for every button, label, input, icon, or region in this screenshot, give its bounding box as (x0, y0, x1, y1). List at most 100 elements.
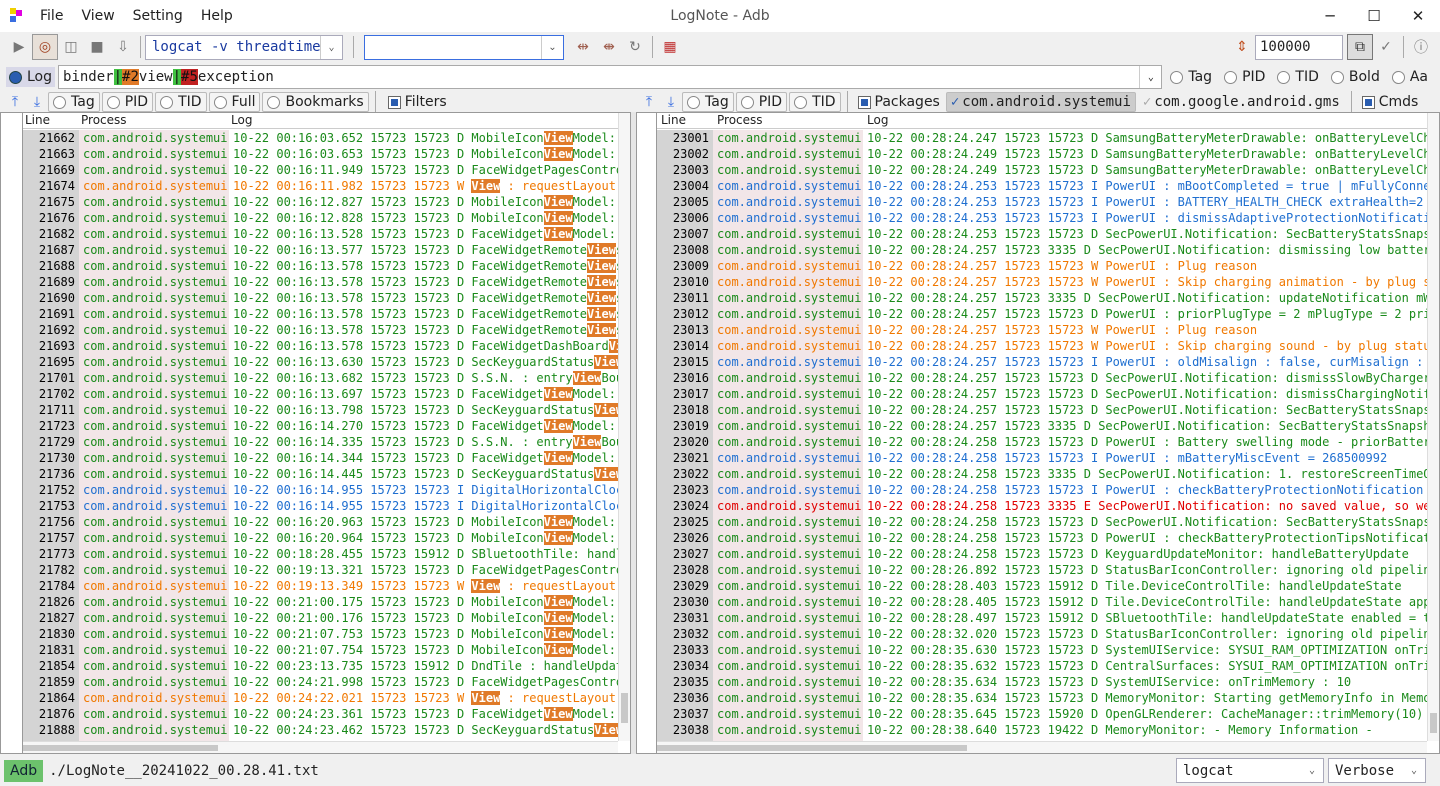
log-row[interactable]: 23036 com.android.systemui 10-22 00:28:35.… (657, 690, 1439, 706)
package-gms-button[interactable]: ✓ com.google.android.gms (1142, 94, 1340, 110)
save-icon[interactable]: ⇩ (117, 39, 129, 55)
log-row[interactable]: 21692 com.android.systemui 10-22 00:16:13.… (23, 322, 630, 338)
package-systemui-button[interactable]: ✓ com.android.systemui (945, 92, 1136, 112)
log-row[interactable]: 23020 com.android.systemui 10-22 00:28:24.… (657, 434, 1439, 450)
right-pid-button[interactable]: PID (735, 92, 788, 112)
log-row[interactable]: 21723 com.android.systemui 10-22 00:16:14.… (23, 418, 630, 434)
log-row[interactable]: 23035 com.android.systemui 10-22 00:28:35.… (657, 674, 1439, 690)
log-row[interactable]: 21736 com.android.systemui 10-22 00:16:14.… (23, 466, 630, 482)
log-row[interactable]: 23005 com.android.systemui 10-22 00:28:24.… (657, 194, 1439, 210)
log-row[interactable]: 21730 com.android.systemui 10-22 00:16:14.… (23, 450, 630, 466)
scroll-top-icon[interactable]: ⤒ (645, 94, 653, 110)
log-row[interactable]: 21691 com.android.systemui 10-22 00:16:13.… (23, 306, 630, 322)
log-row[interactable]: 23027 com.android.systemui 10-22 00:28:24.… (657, 546, 1439, 562)
log-row[interactable]: 21690 com.android.systemui 10-22 00:16:13.… (23, 290, 630, 306)
chevron-down-icon[interactable]: ⌄ (320, 35, 342, 59)
left-pid-button[interactable]: PID (101, 92, 154, 112)
log-row[interactable]: 21854 com.android.systemui 10-22 00:23:13.… (23, 658, 630, 674)
left-full-button[interactable]: Full (208, 92, 261, 112)
menu-help[interactable]: Help (200, 8, 233, 24)
log-filter-toggle[interactable]: Log (6, 67, 56, 87)
log-row[interactable]: 21782 com.android.systemui 10-22 00:19:13.… (23, 562, 630, 578)
log-row[interactable]: 23017 com.android.systemui 10-22 00:28:24.… (657, 386, 1439, 402)
log-row[interactable]: 21859 com.android.systemui 10-22 00:24:21.… (23, 674, 630, 690)
log-row[interactable]: 21784 com.android.systemui 10-22 00:19:13.… (23, 578, 630, 594)
left-bookmarks-button[interactable]: Bookmarks (262, 92, 369, 112)
log-row[interactable]: 21830 com.android.systemui 10-22 00:21:07.… (23, 626, 630, 642)
log-row[interactable]: 23011 com.android.systemui 10-22 00:28:24.… (657, 290, 1439, 306)
log-row[interactable]: 23006 com.android.systemui 10-22 00:28:24.… (657, 210, 1439, 226)
log-row[interactable]: 21695 com.android.systemui 10-22 00:16:13.… (23, 354, 630, 370)
filters-checkbox[interactable]: Filters (387, 94, 447, 110)
log-row[interactable]: 23007 com.android.systemui 10-22 00:28:24.… (657, 226, 1439, 242)
left-log-pane[interactable]: Line Process Log 21662 com.android.system… (22, 112, 631, 754)
log-row[interactable]: 23014 com.android.systemui 10-22 00:28:24.… (657, 338, 1439, 354)
log-row[interactable]: 21876 com.android.systemui 10-22 00:24:23.… (23, 706, 630, 722)
log-row[interactable]: 21711 com.android.systemui 10-22 00:16:13.… (23, 402, 630, 418)
log-row[interactable]: 21773 com.android.systemui 10-22 00:18:28.… (23, 546, 630, 562)
log-level-select[interactable]: Verbose ⌄ (1328, 758, 1426, 783)
log-radio-icon[interactable] (9, 70, 22, 84)
connect-icon[interactable]: ⇹ (577, 39, 589, 55)
column-process[interactable]: Process (81, 113, 127, 127)
log-row[interactable]: 23029 com.android.systemui 10-22 00:28:28.… (657, 578, 1439, 594)
right-log-pane[interactable]: Line Process Log 23001 com.android.system… (656, 112, 1440, 754)
pane-splitter[interactable] (631, 112, 636, 754)
refresh-icon[interactable]: ↻ (629, 39, 641, 55)
log-row[interactable]: 23015 com.android.systemui 10-22 00:28:24.… (657, 354, 1439, 370)
log-row[interactable]: 23038 com.android.systemui 10-22 00:28:38.… (657, 722, 1439, 738)
column-log[interactable]: Log (867, 113, 889, 127)
log-row[interactable]: 21888 com.android.systemui 10-22 00:24:23.… (23, 722, 630, 738)
chevron-down-icon[interactable]: ⌄ (1410, 765, 1418, 776)
option-tag[interactable]: Tag (1170, 69, 1212, 85)
log-row[interactable]: 23033 com.android.systemui 10-22 00:28:35.… (657, 642, 1439, 658)
log-row[interactable]: 21676 com.android.systemui 10-22 00:16:12.… (23, 210, 630, 226)
log-row[interactable]: 23021 com.android.systemui 10-22 00:28:24.… (657, 450, 1439, 466)
log-row[interactable]: 23004 com.android.systemui 10-22 00:28:24.… (657, 178, 1439, 194)
max-lines-input[interactable]: 100000 (1255, 34, 1343, 60)
log-row[interactable]: 23034 com.android.systemui 10-22 00:28:35.… (657, 658, 1439, 674)
chevron-down-icon[interactable]: ⌄ (1139, 66, 1161, 88)
log-row[interactable]: 23018 com.android.systemui 10-22 00:28:24.… (657, 402, 1439, 418)
command-combo[interactable]: logcat -v threadtime ⌄ (145, 34, 343, 60)
left-horizontal-scrollbar[interactable] (23, 741, 618, 753)
device-combo[interactable]: ⌄ (364, 34, 564, 60)
log-row[interactable]: 21729 com.android.systemui 10-22 00:16:14.… (23, 434, 630, 450)
log-row[interactable]: 21669 com.android.systemui 10-22 00:16:11.… (23, 162, 630, 178)
column-line[interactable]: Line (25, 113, 51, 127)
log-row[interactable]: 23026 com.android.systemui 10-22 00:28:24.… (657, 530, 1439, 546)
packages-checkbox[interactable]: Packages (857, 94, 940, 110)
option-bold[interactable]: Bold (1330, 69, 1380, 85)
scroll-bottom-icon[interactable]: ⤓ (33, 94, 41, 110)
log-row[interactable]: 21688 com.android.systemui 10-22 00:16:13.… (23, 258, 630, 274)
log-row[interactable]: 21702 com.android.systemui 10-22 00:16:13.… (23, 386, 630, 402)
log-row[interactable]: 21662 com.android.systemui 10-22 00:16:03.… (23, 130, 630, 146)
log-row[interactable]: 21689 com.android.systemui 10-22 00:16:13.… (23, 274, 630, 290)
log-row[interactable]: 23010 com.android.systemui 10-22 00:28:24.… (657, 274, 1439, 290)
log-row[interactable]: 23037 com.android.systemui 10-22 00:28:35.… (657, 706, 1439, 722)
option-tid[interactable]: TID (1277, 69, 1319, 85)
log-row[interactable]: 23022 com.android.systemui 10-22 00:28:24.… (657, 466, 1439, 482)
chevron-down-icon[interactable]: ⌄ (541, 35, 563, 59)
close-button[interactable]: ✕ (1411, 7, 1425, 25)
log-row[interactable]: 23023 com.android.systemui 10-22 00:28:24.… (657, 482, 1439, 498)
pause-icon[interactable]: ◫ (64, 39, 78, 55)
log-row[interactable]: 23013 com.android.systemui 10-22 00:28:24.… (657, 322, 1439, 338)
menu-view[interactable]: View (81, 8, 115, 24)
log-row[interactable]: 21701 com.android.systemui 10-22 00:16:13.… (23, 370, 630, 386)
column-line[interactable]: Line (661, 113, 687, 127)
record-icon[interactable]: ◎ (32, 34, 58, 60)
stop-icon[interactable]: ■ (90, 39, 104, 55)
log-row[interactable]: 21674 com.android.systemui 10-22 00:16:11.… (23, 178, 630, 194)
log-row[interactable]: 23028 com.android.systemui 10-22 00:28:26.… (657, 562, 1439, 578)
menu-file[interactable]: File (40, 8, 64, 24)
info-icon[interactable]: ⓘ (1414, 40, 1428, 56)
log-row[interactable]: 21682 com.android.systemui 10-22 00:16:13.… (23, 226, 630, 242)
disconnect-icon[interactable]: ⇼ (603, 39, 615, 55)
log-row[interactable]: 21675 com.android.systemui 10-22 00:16:12.… (23, 194, 630, 210)
chevron-down-icon[interactable]: ⌄ (1308, 765, 1316, 776)
log-row[interactable]: 23012 com.android.systemui 10-22 00:28:24.… (657, 306, 1439, 322)
log-row[interactable]: 23016 com.android.systemui 10-22 00:28:24.… (657, 370, 1439, 386)
log-row[interactable]: 21757 com.android.systemui 10-22 00:16:20.… (23, 530, 630, 546)
log-row[interactable]: 23031 com.android.systemui 10-22 00:28:28.… (657, 610, 1439, 626)
